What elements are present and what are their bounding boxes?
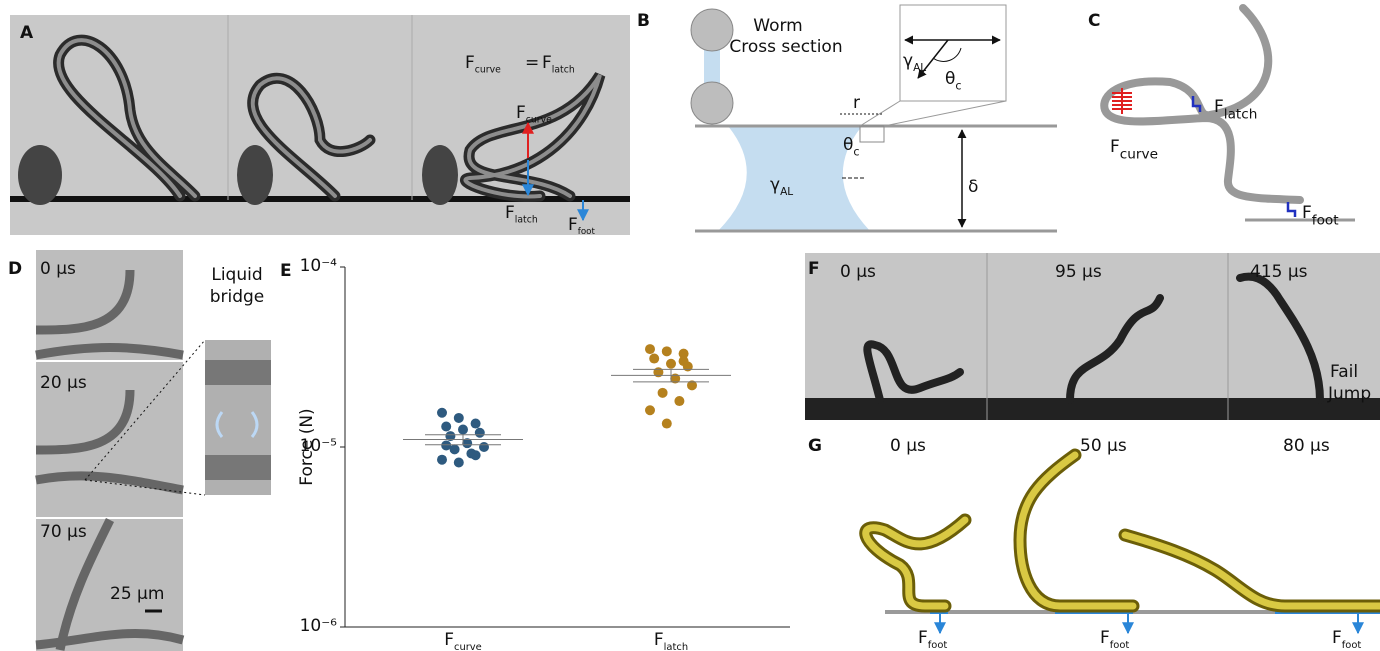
data-point xyxy=(454,413,464,423)
main-text: F xyxy=(465,53,475,73)
label: 95 μs xyxy=(1055,262,1102,282)
data-point xyxy=(441,440,451,450)
data-point xyxy=(679,356,689,366)
main-text: F xyxy=(1332,628,1342,648)
data-point xyxy=(662,346,672,356)
main-text: F xyxy=(505,203,515,223)
main-text: γ xyxy=(770,175,780,195)
main-text: θ xyxy=(945,69,955,89)
data-point xyxy=(454,458,464,468)
label: 70 μs xyxy=(40,522,87,542)
label: 415 μs xyxy=(1250,262,1308,282)
sub-text: latch xyxy=(1224,107,1258,123)
label: G xyxy=(808,436,822,456)
data-point xyxy=(437,408,447,418)
sub-label: Ffoot xyxy=(1302,203,1339,229)
label: E xyxy=(280,261,292,281)
main-text: F xyxy=(1214,97,1224,117)
label: D xyxy=(8,259,22,279)
panel-g-sim xyxy=(866,455,1380,633)
label: 25 μm xyxy=(110,584,164,604)
sub-text: foot xyxy=(578,227,596,237)
sub-text: c xyxy=(853,145,859,158)
data-point xyxy=(441,421,451,431)
main-text: F xyxy=(918,628,928,648)
main-text: F xyxy=(654,630,664,650)
sub-text: curve xyxy=(1120,147,1158,163)
data-point xyxy=(471,450,481,460)
label: r xyxy=(853,93,860,113)
sub-text: foot xyxy=(1342,640,1362,651)
data-point xyxy=(649,354,659,364)
sub-label: Flatch xyxy=(654,630,688,651)
data-point xyxy=(645,405,655,415)
main-text: F xyxy=(568,215,578,235)
sub-text: AL xyxy=(780,186,793,198)
label: Liquid xyxy=(211,265,262,285)
data-point xyxy=(479,442,489,452)
sub-label: Ffoot xyxy=(1332,628,1361,651)
sub-text: curve xyxy=(526,115,552,126)
main-text: F xyxy=(516,103,526,123)
label: 0 μs xyxy=(40,259,76,279)
y-tick-label: 10⁻⁶ xyxy=(300,616,338,636)
sub-label: θc xyxy=(843,135,860,158)
sub-text: AL xyxy=(913,62,926,74)
sub-label: Ffoot xyxy=(1100,628,1129,651)
main-text: F xyxy=(542,53,552,73)
data-point xyxy=(662,419,672,429)
label: δ xyxy=(968,177,978,197)
label: C xyxy=(1088,11,1100,31)
main-text: F xyxy=(1100,628,1110,648)
main-text: F xyxy=(1110,137,1120,157)
sub-text: latch xyxy=(552,65,575,76)
label: B xyxy=(637,11,650,31)
sub-text: latch xyxy=(664,642,688,651)
label: 0 μs xyxy=(890,436,926,456)
data-point xyxy=(674,396,684,406)
label: 0 μs xyxy=(840,262,876,282)
data-point xyxy=(658,388,668,398)
data-point xyxy=(437,455,447,465)
y-tick-label: 10⁻⁵ xyxy=(300,436,337,456)
sub-label: Ffoot xyxy=(918,628,947,651)
sub-text: curve xyxy=(475,65,501,76)
label: 80 μs xyxy=(1283,436,1330,456)
data-point xyxy=(458,425,468,435)
sub-text: c xyxy=(955,79,961,92)
sub-text: foot xyxy=(928,640,948,651)
label: Cross section xyxy=(729,37,842,57)
data-point xyxy=(666,359,676,369)
sub-text: latch xyxy=(515,215,538,226)
sub-text: curve xyxy=(454,642,482,651)
sub-text: foot xyxy=(1312,213,1339,229)
main-text: γ xyxy=(903,51,913,71)
data-point xyxy=(475,428,485,438)
sub-label: Fcurve xyxy=(1110,137,1158,163)
label: F xyxy=(808,259,820,279)
label: bridge xyxy=(210,287,265,307)
label: A xyxy=(20,23,34,43)
sub-text: foot xyxy=(1110,640,1130,651)
y-tick-label: 10⁻⁴ xyxy=(300,256,338,276)
main-text: F xyxy=(444,630,454,650)
label: 20 μs xyxy=(40,373,87,393)
label: = xyxy=(525,53,539,73)
main-text: F xyxy=(1302,203,1312,223)
sub-label: Fcurve xyxy=(444,630,482,651)
figure: Force (N) AFcurve=FlatchFcurveFlatchFfoo… xyxy=(0,0,1380,651)
label: Worm xyxy=(753,16,802,36)
data-point xyxy=(645,344,655,354)
data-point xyxy=(471,419,481,429)
label: Fail xyxy=(1330,362,1358,382)
label: Jump xyxy=(1327,384,1371,404)
main-text: θ xyxy=(843,135,853,155)
label: 50 μs xyxy=(1080,436,1127,456)
